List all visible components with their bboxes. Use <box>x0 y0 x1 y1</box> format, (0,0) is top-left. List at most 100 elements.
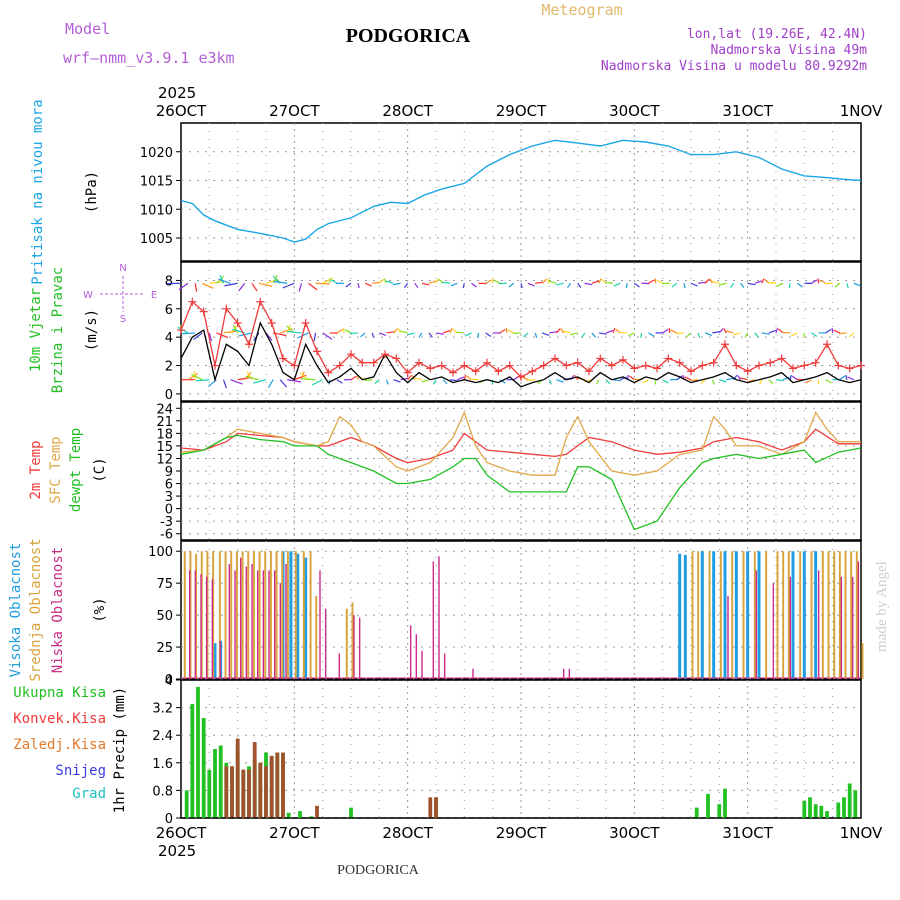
wind-arrow <box>833 329 841 334</box>
pressure-line <box>180 139 862 243</box>
wind-gust-marker <box>460 361 469 370</box>
wind-arrow <box>386 280 394 284</box>
wind-arrow <box>457 376 465 381</box>
wind-arrow <box>709 278 713 284</box>
wind-arrow <box>194 283 198 292</box>
wind-arrow <box>350 375 357 381</box>
wind-arrow <box>549 331 558 334</box>
wind-gust-marker <box>494 367 503 376</box>
wind-arrow <box>846 283 849 289</box>
wind-arrow <box>450 282 458 287</box>
wind-gust-marker <box>483 358 491 367</box>
wind-gust-marker <box>562 361 571 370</box>
wind-arrow <box>725 330 734 334</box>
wind-arrow <box>428 332 433 338</box>
wind-gust-marker <box>392 354 401 363</box>
temperature-ytick-label: 9 <box>165 465 173 480</box>
meteogram-title: Meteogram <box>541 1 622 19</box>
wind-arrow <box>613 379 621 382</box>
wind-arrow <box>345 282 352 288</box>
precip-bar <box>269 755 274 818</box>
precip-bar <box>247 769 251 818</box>
wind-arrow <box>187 373 198 381</box>
wind-arrow <box>301 378 316 381</box>
wind-arrow <box>435 332 444 335</box>
wind-gust-marker <box>845 364 854 373</box>
time-label-bottom: 26OCT <box>156 824 207 842</box>
wind-arrow <box>223 330 238 334</box>
wind-arrow <box>298 283 302 292</box>
lonlat-label: lon,lat (19.26E, 42.4N) <box>687 27 867 42</box>
temp-sfc-temp-line <box>180 410 861 476</box>
compass-w: W <box>83 290 93 301</box>
time-label-top: 28OCT <box>382 102 433 120</box>
wind-arrow <box>237 376 252 381</box>
precip-unit: 1hr Precip (mm) <box>112 687 128 813</box>
wind-arrow <box>581 332 586 338</box>
wind-arrow <box>178 282 189 291</box>
model-altitude-label: Nadmorska Visina u modelu 80.9292m <box>601 59 867 74</box>
wind-arrow <box>825 379 832 384</box>
temperature-ytick-label: 12 <box>156 452 173 467</box>
wind-gust-marker <box>290 361 299 370</box>
clouds-ytick-label: 0 <box>165 673 173 688</box>
wind-arrow <box>542 332 550 337</box>
temperature-ytick-label: 3 <box>165 490 173 505</box>
wind-arrow <box>648 332 655 337</box>
precip-bar <box>842 797 846 818</box>
wind-arrow <box>718 282 727 286</box>
wind-arrow <box>508 282 515 288</box>
wind-gust-marker <box>777 354 786 363</box>
precip-bar <box>258 762 263 818</box>
wind-arrow <box>782 331 791 334</box>
time-label-bottom: 29OCT <box>496 824 547 842</box>
wind-arrow <box>744 332 749 338</box>
panels: 1005 1010 1015 1020 Pritisak na nivou mora (h… <box>8 99 865 827</box>
wind-arrow <box>400 330 408 334</box>
precip-bar <box>218 745 223 818</box>
wind-arrow <box>847 376 855 381</box>
wind-arrow <box>195 379 210 382</box>
precip-bar <box>224 766 229 819</box>
wind-arrow <box>357 283 360 289</box>
temp-dewpt-temp-line <box>180 434 862 531</box>
wind-ytick-label: 4 <box>165 331 173 346</box>
compass-cross <box>100 276 144 312</box>
wind-ytick-label: 6 <box>165 303 173 318</box>
wind-arrow <box>555 328 561 334</box>
wind-arrow <box>805 379 812 384</box>
wind-gust-marker <box>834 361 843 370</box>
wind-arrow <box>625 283 628 289</box>
precip-bar <box>836 802 841 818</box>
wind-arrow <box>244 371 252 381</box>
temp-ylabel-dewpt: dewpt Temp <box>68 428 84 512</box>
wind-arrow <box>435 278 439 284</box>
wind-arrow <box>633 282 640 288</box>
wind-gust-marker <box>811 358 820 367</box>
wind-gust-marker <box>743 367 752 376</box>
wind-arrow <box>656 279 663 284</box>
wind-arrow <box>740 282 745 288</box>
wind-arrow <box>605 329 614 334</box>
precip-ytick-label: 1.6 <box>152 757 173 772</box>
precip-ytick-label: 0 <box>165 812 173 827</box>
wind-ytick-label: 2 <box>165 360 173 375</box>
wind-arrow <box>567 282 572 289</box>
wind-gust-marker <box>313 347 321 356</box>
wind-gust-marker <box>222 304 231 313</box>
precip-bar <box>286 812 291 818</box>
pressure-ytick-label: 1005 <box>140 232 173 247</box>
wind-arrow <box>563 330 571 334</box>
wind-arrow <box>224 282 238 287</box>
wind-gust-marker <box>675 358 684 367</box>
wind-arrow <box>287 330 302 334</box>
precip-bar <box>428 797 433 818</box>
wind-arrow <box>379 332 387 337</box>
precip-bar <box>190 704 195 818</box>
temperature-ytick-label: 6 <box>165 478 173 493</box>
temperature-ytick-label: -3 <box>160 515 173 530</box>
wind-arrow <box>596 379 600 385</box>
wind-arrow <box>690 282 698 287</box>
clouds-ytick-label: 100 <box>148 545 173 560</box>
